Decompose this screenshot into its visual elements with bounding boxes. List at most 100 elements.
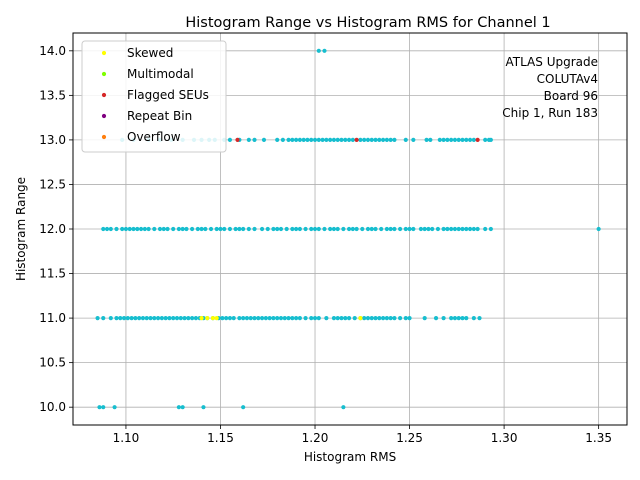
annotation-line: Board 96 — [544, 89, 598, 103]
data-point — [464, 137, 469, 143]
y-tick-label: 13.5 — [39, 88, 66, 102]
data-point — [449, 226, 454, 232]
data-point — [388, 137, 393, 143]
data-point — [373, 226, 378, 232]
data-point — [460, 315, 465, 321]
data-point — [384, 137, 389, 143]
data-point — [426, 226, 431, 232]
data-point — [331, 226, 337, 232]
legend-label: Flagged SEUs — [127, 88, 209, 102]
x-tick-label: 1.10 — [113, 431, 140, 445]
data-point — [418, 226, 424, 232]
data-point — [350, 226, 355, 232]
data-point — [309, 226, 314, 232]
data-point — [488, 137, 493, 143]
data-point — [435, 226, 441, 232]
data-point — [252, 137, 257, 143]
y-tick-label: 13.0 — [39, 133, 66, 147]
data-point — [186, 315, 191, 321]
data-point — [174, 315, 180, 321]
data-point — [152, 315, 157, 321]
data-point — [365, 226, 371, 232]
data-point — [392, 315, 397, 321]
data-point — [203, 226, 208, 232]
data-point — [297, 137, 302, 143]
data-point — [460, 226, 465, 232]
data-point — [271, 226, 276, 232]
data-point — [335, 315, 340, 321]
y-tick-label: 11.5 — [39, 267, 66, 281]
data-point — [95, 315, 100, 321]
data-point — [346, 315, 352, 321]
data-point — [398, 315, 403, 321]
data-point — [339, 315, 344, 321]
data-point — [358, 137, 363, 143]
data-point — [384, 226, 389, 232]
data-point — [220, 315, 225, 321]
data-point — [433, 315, 439, 321]
data-point — [362, 315, 367, 321]
data-point — [280, 137, 285, 143]
data-point — [322, 226, 327, 232]
data-point-flagged-seus — [235, 137, 240, 143]
data-point — [252, 226, 257, 232]
data-point — [456, 315, 461, 321]
data-point — [596, 226, 601, 232]
y-tick-label: 10.5 — [39, 356, 66, 370]
data-point — [403, 315, 408, 321]
data-point — [259, 226, 265, 232]
data-point — [114, 226, 119, 232]
data-point — [227, 315, 233, 321]
data-point-skewed — [214, 315, 219, 321]
x-tick-label: 1.15 — [207, 431, 234, 445]
data-point — [343, 137, 348, 143]
data-point — [140, 315, 146, 321]
data-point — [303, 226, 308, 232]
data-point — [267, 315, 272, 321]
data-point — [275, 315, 280, 321]
data-point — [341, 405, 346, 410]
data-point — [233, 226, 238, 232]
data-point — [411, 226, 416, 232]
data-point — [171, 315, 176, 321]
data-point — [294, 137, 299, 143]
data-point — [320, 137, 325, 143]
data-point — [101, 315, 106, 321]
data-point-skewed — [210, 315, 216, 321]
data-point — [290, 226, 295, 232]
data-point — [275, 137, 280, 143]
data-point — [135, 226, 140, 232]
legend-marker — [101, 71, 107, 77]
data-point — [294, 315, 299, 321]
data-point — [456, 137, 461, 143]
data-point — [339, 137, 344, 143]
data-point — [241, 226, 246, 232]
data-point — [424, 137, 429, 143]
y-tick-label: 10.0 — [39, 400, 66, 414]
data-point — [104, 226, 110, 232]
data-point — [471, 137, 476, 143]
data-point — [316, 48, 321, 53]
data-point — [388, 315, 393, 321]
data-point — [167, 315, 172, 321]
data-point — [152, 226, 157, 232]
data-point — [380, 315, 386, 321]
data-point — [422, 315, 427, 321]
data-point — [449, 315, 454, 321]
data-point — [278, 315, 284, 321]
data-point — [441, 137, 446, 143]
data-point — [464, 226, 469, 232]
data-point — [407, 226, 412, 232]
data-point — [467, 226, 473, 232]
data-point — [190, 315, 195, 321]
data-point — [108, 315, 113, 321]
data-point — [176, 405, 181, 410]
data-point — [241, 315, 246, 321]
legend-marker — [101, 113, 107, 119]
data-point — [369, 137, 374, 143]
data-point — [309, 137, 314, 143]
data-point — [369, 226, 374, 232]
data-point — [373, 315, 378, 321]
data-point — [341, 226, 346, 232]
data-point — [237, 226, 242, 232]
